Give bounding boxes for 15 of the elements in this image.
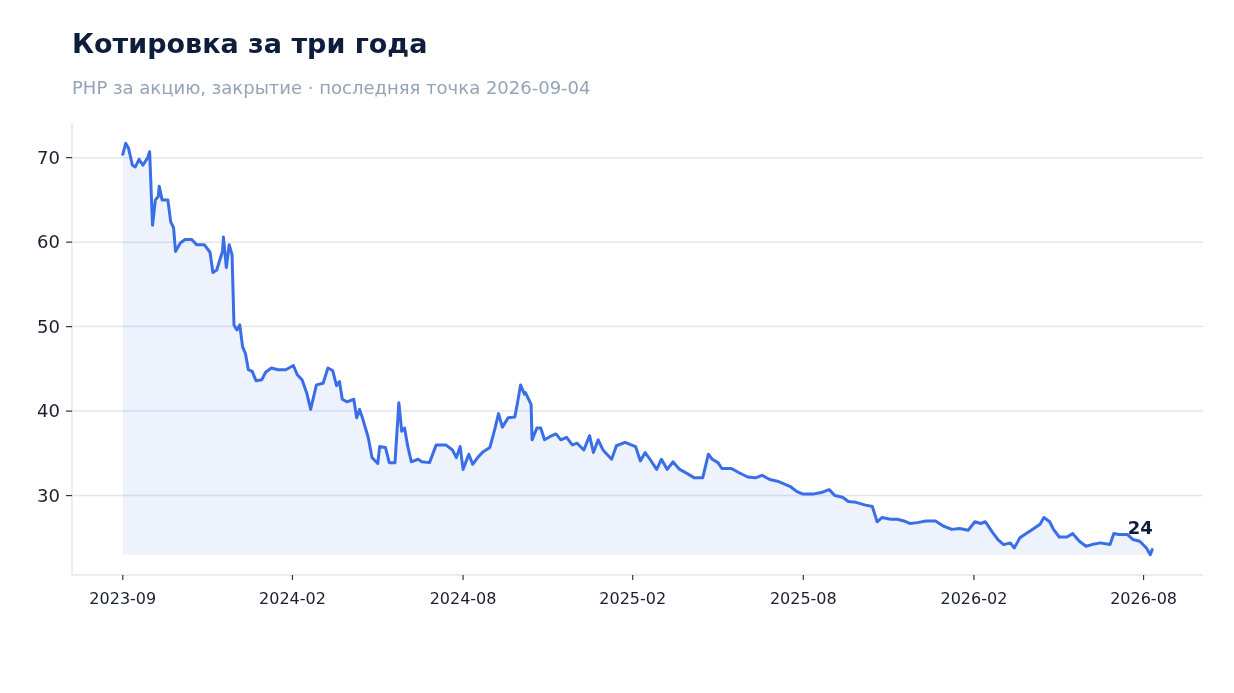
x-tick-label: 2023-09 [89, 589, 157, 608]
y-tick-label: 70 [37, 146, 60, 168]
x-tick-label: 2024-02 [259, 589, 326, 608]
y-tick-label: 50 [37, 315, 60, 337]
y-tick-label: 40 [37, 400, 60, 422]
annotation: 24 [1127, 516, 1153, 538]
x-tick-label: 2025-02 [599, 589, 667, 608]
y-tick-label: 30 [37, 484, 60, 506]
x-tick-label: 2025-08 [769, 589, 837, 608]
x-tick-label: 2026-08 [1110, 589, 1177, 608]
x-tick-label: 2024-08 [429, 589, 497, 608]
x-tick-label: 2026-02 [940, 589, 1008, 608]
chart-subtitle: PHP за акцию, закрытие · последняя точка 2026-09-04 [72, 77, 591, 98]
y-tick-label: 60 [37, 231, 60, 253]
chart-title: Котировка за три года [72, 28, 428, 59]
